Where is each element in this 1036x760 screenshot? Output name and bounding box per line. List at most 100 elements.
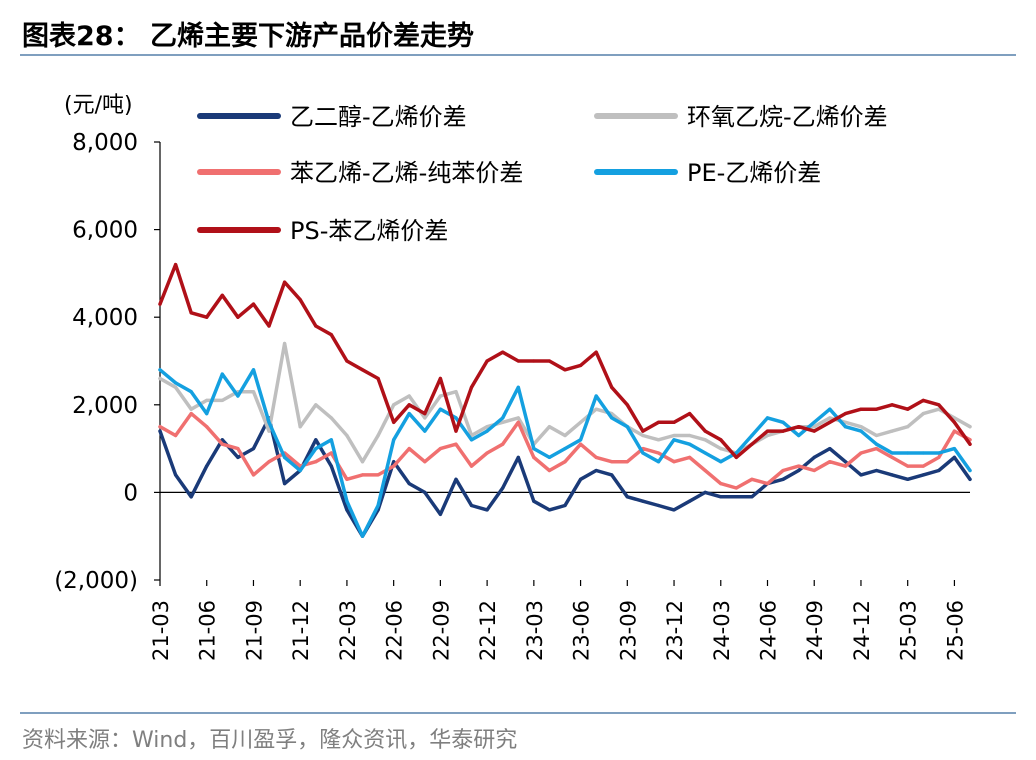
data-point [345, 499, 349, 503]
data-point [407, 482, 411, 486]
data-point [174, 433, 178, 438]
data-point [968, 425, 972, 429]
data-point [672, 460, 676, 464]
data-point [407, 403, 411, 407]
series-line [158, 368, 972, 538]
data-point [703, 490, 707, 494]
line-chart: 8,000 6,000 4,000 2,000 0 (2,000) (元/吨) 21-03 21… [54, 93, 972, 661]
data-point [921, 451, 925, 455]
data-point [501, 486, 505, 490]
data-point [563, 447, 567, 451]
x-tick-label: 22-12 [476, 600, 500, 661]
data-point [921, 464, 925, 468]
data-point [314, 447, 318, 451]
data-point [952, 429, 957, 433]
source-note: 资料来源：Wind，百川盈孚，隆众资讯，华泰研究 [22, 728, 518, 753]
data-point [501, 420, 505, 424]
data-point [376, 433, 380, 438]
data-point [345, 433, 349, 438]
x-tick-label: 21-03 [149, 600, 173, 661]
data-point [267, 420, 271, 424]
bottom-rule [20, 712, 1016, 714]
data-point [376, 473, 380, 477]
data-point [189, 311, 193, 315]
data-point [952, 416, 957, 420]
data-point [734, 486, 738, 490]
data-point [688, 412, 692, 416]
data-point [937, 468, 941, 473]
data-point [906, 407, 910, 411]
data-point [392, 420, 396, 424]
data-point [174, 263, 178, 267]
data-point [672, 508, 676, 512]
data-point [314, 403, 318, 407]
data-point [205, 425, 209, 429]
data-point [454, 390, 458, 394]
data-point [688, 455, 692, 459]
data-point [485, 359, 489, 363]
data-point [656, 438, 661, 442]
data-point [812, 425, 816, 429]
data-point [797, 464, 801, 468]
data-point [579, 442, 583, 446]
data-point [407, 447, 411, 451]
data-point [797, 433, 801, 438]
data-point [952, 447, 957, 451]
data-point [547, 455, 552, 459]
data-point [890, 455, 894, 459]
data-point [469, 503, 474, 508]
data-point [220, 398, 224, 402]
data-point [438, 407, 442, 411]
x-tick-label: 24-09 [803, 600, 827, 661]
data-point [376, 376, 380, 381]
data-point [703, 429, 707, 433]
data-point [516, 416, 520, 420]
data-point [688, 433, 692, 438]
x-tick-label: 24-03 [710, 600, 734, 661]
data-point [906, 477, 910, 481]
data-point [843, 464, 848, 468]
data-point [189, 412, 193, 416]
data-point [610, 460, 614, 464]
y-tick-label: 2,000 [72, 393, 138, 419]
data-point [843, 412, 848, 416]
data-point [921, 412, 925, 416]
data-point [438, 394, 442, 398]
data-point [189, 390, 193, 394]
data-point [641, 429, 645, 433]
data-point [189, 495, 193, 499]
data-point [298, 425, 302, 429]
data-point [454, 429, 458, 433]
data-point [921, 473, 925, 477]
data-point [329, 438, 333, 442]
data-point [407, 394, 411, 398]
data-point [874, 447, 879, 451]
legend-label: 乙二醇-乙烯价差 [290, 103, 467, 131]
x-tick-label: 24-12 [850, 600, 874, 661]
x-tick-label: 24-06 [757, 600, 781, 661]
data-point [329, 333, 333, 337]
data-point [516, 455, 520, 459]
data-point [360, 473, 365, 477]
data-point [392, 464, 396, 468]
legend-label: 环氧乙烷-乙烯价差 [687, 103, 888, 131]
data-point [563, 460, 567, 464]
data-point [407, 412, 411, 416]
data-point [610, 385, 614, 389]
data-point [532, 499, 536, 503]
data-point [298, 468, 302, 473]
data-point [251, 368, 256, 372]
data-point [625, 425, 629, 429]
data-point [890, 451, 894, 455]
data-point [750, 433, 754, 438]
data-point [781, 429, 785, 433]
data-point [656, 451, 661, 455]
data-point [174, 385, 178, 389]
x-tick-label: 22-03 [336, 600, 360, 661]
data-point [329, 464, 333, 468]
data-point [890, 429, 894, 433]
data-point [454, 416, 458, 420]
data-point [672, 433, 676, 438]
data-point [547, 425, 552, 429]
data-point [469, 464, 474, 468]
